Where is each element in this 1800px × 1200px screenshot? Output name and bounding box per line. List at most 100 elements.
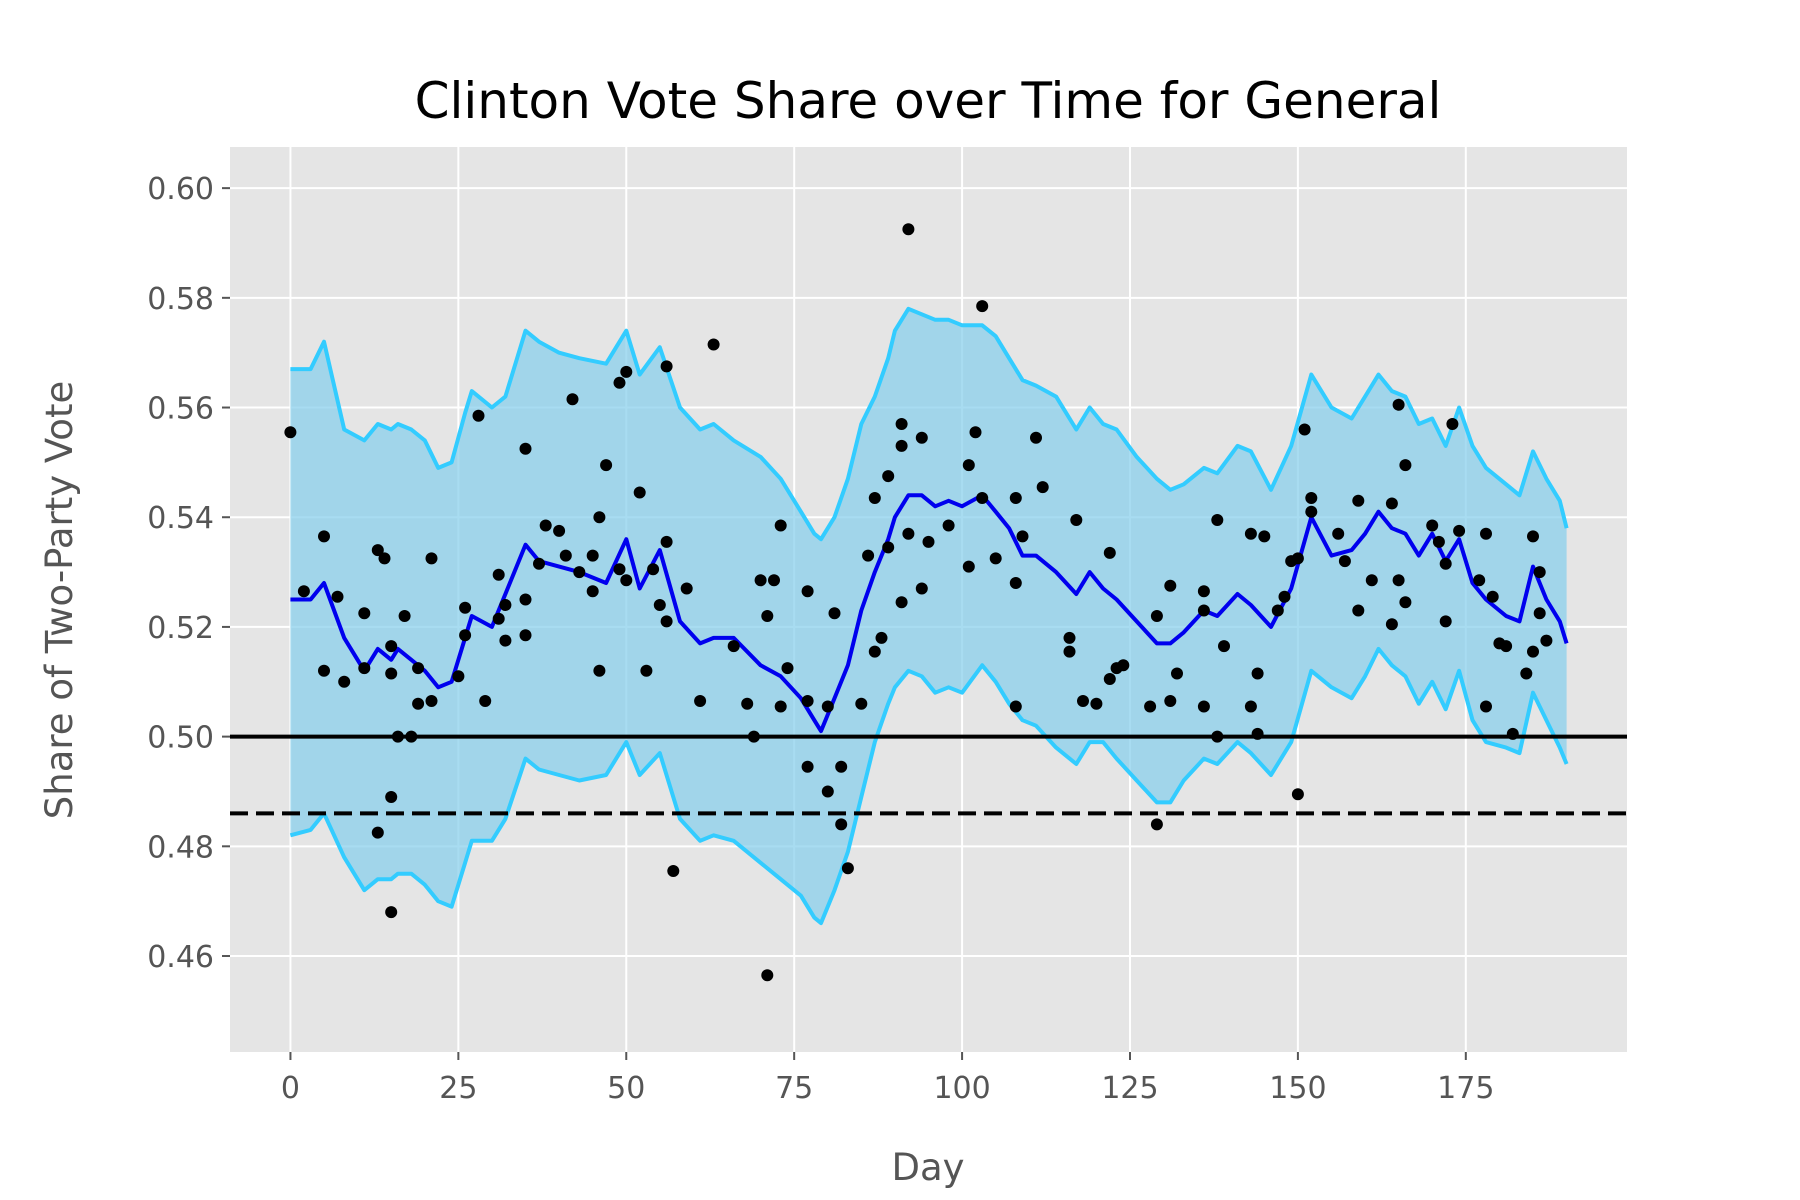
data-point xyxy=(801,585,814,598)
data-point xyxy=(801,760,814,773)
data-point xyxy=(1070,514,1083,526)
data-point xyxy=(559,549,572,562)
data-point xyxy=(1392,398,1405,411)
data-point xyxy=(875,631,888,644)
data-point xyxy=(1392,574,1405,587)
x-axis-label: Day xyxy=(891,1146,964,1189)
y-tick-label: 0.46 xyxy=(147,940,214,975)
data-point xyxy=(1527,530,1539,543)
y-tick-label: 0.54 xyxy=(147,501,214,536)
mean-line xyxy=(290,493,1569,734)
data-point xyxy=(868,645,881,658)
data-point xyxy=(1244,700,1257,713)
data-point xyxy=(761,610,774,622)
data-point xyxy=(358,662,371,675)
data-point xyxy=(1446,418,1459,430)
data-point xyxy=(1305,492,1318,504)
data-point xyxy=(519,593,532,606)
data-point xyxy=(1218,640,1230,653)
data-point xyxy=(801,695,814,707)
data-point xyxy=(774,519,787,532)
data-point xyxy=(1338,555,1351,568)
data-point xyxy=(1540,634,1553,647)
data-point xyxy=(459,629,472,642)
poll-points xyxy=(284,223,1553,982)
data-point xyxy=(1305,505,1318,518)
data-point xyxy=(1480,527,1492,540)
data-point xyxy=(835,760,848,773)
data-point xyxy=(331,590,344,603)
data-point xyxy=(1385,497,1398,510)
data-point xyxy=(915,431,928,444)
data-point xyxy=(586,549,599,562)
data-point xyxy=(821,700,834,713)
data-point xyxy=(1399,596,1412,609)
y-axis-ticks: 0.46 0.48 0.50 0.52 0.54 0.56 0.58 0.60 xyxy=(147,172,230,975)
data-point xyxy=(492,568,505,581)
data-point xyxy=(593,511,606,524)
data-point xyxy=(398,610,411,622)
x-tick-label: 100 xyxy=(933,1071,990,1106)
data-point xyxy=(1144,700,1157,713)
data-point xyxy=(1426,519,1439,532)
data-point xyxy=(1480,700,1492,713)
data-point xyxy=(1211,514,1224,526)
data-point xyxy=(895,439,908,452)
data-point xyxy=(593,664,606,677)
data-point xyxy=(915,582,928,595)
mean-line-layer xyxy=(290,493,1569,734)
data-point xyxy=(1439,615,1452,628)
data-point xyxy=(1473,574,1486,587)
data-point xyxy=(640,664,653,677)
data-point xyxy=(1271,604,1284,617)
data-point xyxy=(1009,700,1022,713)
data-point xyxy=(660,360,673,373)
data-point xyxy=(855,697,868,710)
data-point xyxy=(385,667,398,680)
data-point xyxy=(1291,788,1304,801)
y-tick-label: 0.50 xyxy=(147,721,214,756)
data-point xyxy=(378,552,391,565)
x-tick-label: 25 xyxy=(439,1071,477,1106)
data-point xyxy=(620,574,633,587)
data-point xyxy=(425,695,438,707)
data-point xyxy=(1332,527,1345,540)
data-point xyxy=(647,563,660,576)
data-point xyxy=(727,640,740,653)
data-point xyxy=(1117,659,1130,672)
data-point xyxy=(1352,604,1365,617)
data-point xyxy=(1506,727,1519,740)
data-point xyxy=(1298,423,1311,436)
data-point xyxy=(297,585,310,598)
x-tick-label: 75 xyxy=(775,1071,813,1106)
data-point xyxy=(499,599,512,611)
data-point xyxy=(976,492,989,504)
x-tick-label: 50 xyxy=(607,1071,645,1106)
data-point xyxy=(962,560,975,573)
x-tick-label: 125 xyxy=(1101,1071,1158,1106)
data-point xyxy=(660,535,673,548)
data-point xyxy=(539,519,552,532)
data-point xyxy=(1352,494,1365,507)
data-point xyxy=(741,697,754,710)
data-point xyxy=(358,607,371,620)
y-tick-label: 0.60 xyxy=(147,172,214,207)
chart-title: Clinton Vote Share over Time for General xyxy=(415,72,1442,130)
data-point xyxy=(1009,492,1022,504)
data-point xyxy=(1030,431,1042,444)
data-point xyxy=(989,552,1002,565)
data-point xyxy=(774,700,787,713)
data-point xyxy=(902,527,915,540)
data-point xyxy=(1009,577,1022,589)
data-point xyxy=(371,544,384,557)
data-point xyxy=(371,826,384,839)
data-point xyxy=(1520,667,1533,680)
data-point xyxy=(519,442,532,455)
data-point xyxy=(747,730,760,743)
data-point xyxy=(284,426,297,439)
data-point xyxy=(835,818,848,831)
band-upper-line xyxy=(290,306,1569,542)
data-point xyxy=(868,492,881,504)
data-point xyxy=(1258,530,1271,543)
data-point xyxy=(902,223,915,236)
